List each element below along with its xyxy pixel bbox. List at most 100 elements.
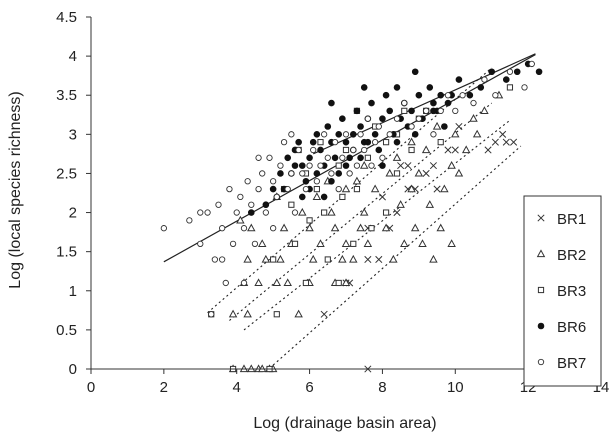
data-point-br2 (327, 207, 336, 216)
data-point-br6 (313, 170, 321, 177)
data-point-br6 (306, 154, 313, 162)
data-point-br6 (320, 193, 328, 201)
data-point-br2 (407, 137, 416, 146)
data-point-br2 (338, 254, 347, 263)
data-point-br7 (393, 115, 401, 122)
data-point-br7 (386, 131, 393, 138)
y-tick-label: 0.5 (56, 322, 77, 339)
data-point-br7 (288, 170, 295, 177)
data-point-br2 (359, 207, 369, 216)
data-point-br7 (346, 170, 353, 177)
data-point-br6 (513, 68, 521, 76)
data-point-br7 (320, 131, 328, 138)
data-point-br6 (393, 138, 401, 146)
data-point-br7 (299, 170, 306, 177)
data-point-br2 (341, 278, 351, 287)
data-point-br7 (255, 154, 262, 161)
data-point-br7 (248, 201, 255, 208)
data-point-br3 (306, 217, 313, 224)
data-point-br7 (284, 185, 291, 193)
data-point-br2 (276, 254, 285, 263)
legend-marker-br1 (537, 214, 545, 222)
data-point-br2 (469, 114, 478, 122)
data-point-br6 (502, 76, 510, 83)
data-point-br2 (461, 145, 471, 154)
y-tick-label: 1 (69, 283, 77, 300)
data-point-br7 (328, 170, 335, 177)
legend-marker-br3 (537, 286, 545, 294)
data-point-br7 (302, 185, 310, 193)
data-point-br7 (251, 240, 259, 247)
regression-line-dotted (243, 119, 511, 331)
data-point-br7 (295, 146, 302, 154)
legend-marker-br2 (536, 249, 546, 258)
data-point-br7 (222, 279, 229, 287)
legend-label-br1: BR1 (557, 211, 586, 228)
data-point-br7 (240, 279, 248, 287)
data-point-br6 (302, 177, 310, 185)
x-tick-label: 2 (160, 379, 168, 396)
data-point-br6 (426, 84, 434, 91)
data-point-br6 (375, 146, 383, 154)
data-point-br7 (233, 209, 240, 216)
data-point-br6 (386, 107, 394, 115)
data-point-br6 (277, 170, 284, 177)
data-point-br3 (288, 201, 295, 208)
data-point-br7 (331, 139, 339, 146)
data-point-br7 (415, 115, 423, 122)
data-point-br3 (342, 146, 350, 154)
data-point-br3 (291, 240, 299, 247)
x-tick-label: 6 (305, 379, 313, 396)
data-point-br2 (447, 160, 456, 169)
data-point-br3 (335, 162, 342, 169)
data-point-br7 (218, 225, 226, 232)
data-point-br2 (363, 239, 373, 247)
data-point-br2 (228, 309, 238, 318)
legend-marker-br6 (537, 322, 545, 330)
data-point-br3 (313, 185, 320, 193)
data-point-br2 (257, 239, 267, 247)
data-point-br2 (341, 239, 351, 247)
data-point-br7 (269, 178, 277, 185)
legend-label-br7: BR7 (557, 355, 586, 372)
data-point-br7 (452, 107, 459, 115)
legend-marker-br7 (537, 358, 545, 366)
data-point-br6 (364, 138, 372, 146)
data-point-br6 (353, 107, 361, 115)
data-point-br2 (312, 192, 322, 201)
legend-box (523, 195, 602, 387)
data-point-br6 (393, 84, 401, 91)
data-point-br6 (313, 131, 321, 138)
data-point-br7 (215, 201, 222, 208)
data-point-br2 (414, 168, 424, 177)
data-point-br3 (273, 311, 280, 318)
data-point-br7 (160, 225, 168, 232)
data-point-br7 (277, 162, 284, 169)
series-br6 (247, 60, 543, 216)
data-point-br2 (381, 223, 391, 232)
data-point-br7 (324, 154, 331, 161)
data-point-br7 (288, 131, 295, 138)
data-point-br7 (350, 146, 357, 154)
data-point-br6 (368, 99, 375, 107)
data-point-br2 (254, 278, 263, 287)
data-point-br7 (255, 185, 262, 193)
data-point-br2 (316, 239, 325, 247)
y-tick-label: 4 (69, 48, 77, 65)
y-tick-label: 4.5 (56, 9, 77, 26)
data-point-br1 (491, 138, 499, 146)
data-point-br7 (364, 115, 372, 122)
data-point-br7 (208, 311, 215, 318)
data-point-br6 (441, 123, 448, 130)
data-point-br2 (356, 223, 365, 232)
data-point-br1 (404, 162, 412, 170)
data-point-br1 (375, 255, 383, 264)
data-point-br7 (259, 170, 266, 177)
data-point-br7 (481, 76, 488, 83)
data-point-br6 (295, 138, 302, 146)
data-point-br7 (269, 225, 277, 232)
data-point-br1 (393, 209, 401, 217)
y-tick-label: 1.5 (56, 244, 77, 261)
data-point-br1 (364, 255, 372, 264)
